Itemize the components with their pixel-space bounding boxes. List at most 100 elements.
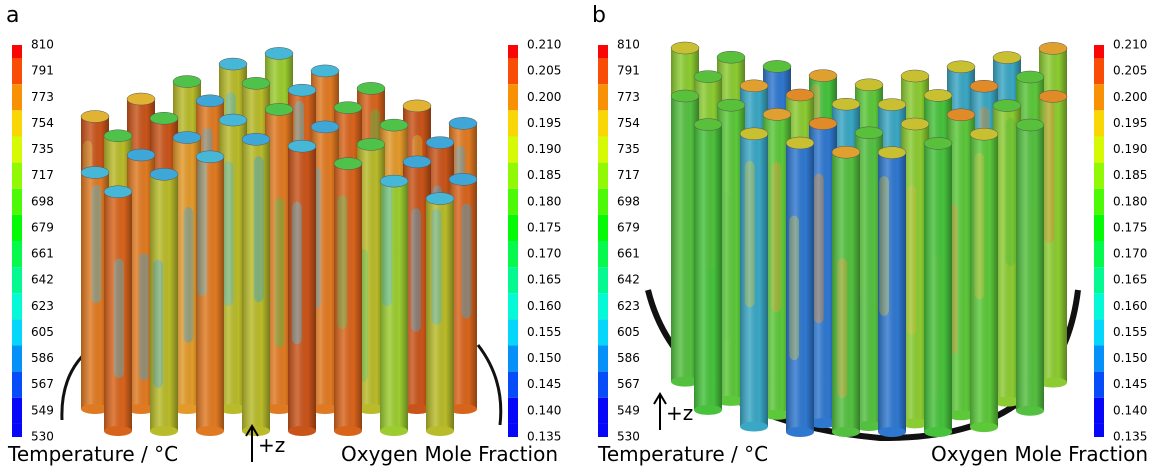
colorbar-band [598, 346, 608, 372]
colorbar-band [1094, 319, 1104, 345]
tube-shade [878, 153, 906, 432]
tick-label: 0.150 [1113, 351, 1147, 365]
colorbar-band [1094, 398, 1104, 424]
tick-label: 0.150 [527, 351, 561, 365]
tube-top [1039, 42, 1067, 54]
tube-top [809, 118, 837, 130]
tube-top [81, 167, 109, 179]
tick-label: 661 [31, 247, 54, 261]
colorbar-band [598, 293, 608, 319]
tick-label: 0.170 [1113, 247, 1147, 261]
tube-top [671, 42, 699, 54]
tube [334, 158, 362, 436]
tick-label: 642 [31, 273, 54, 287]
tick-label: 0.160 [1113, 299, 1147, 313]
tube-top [449, 117, 477, 129]
colorbar-band [1094, 189, 1104, 215]
tube-top [970, 80, 998, 92]
colorbar-band [598, 110, 608, 136]
tube-top [449, 173, 477, 185]
tube-bottom [878, 427, 906, 437]
tube-top [671, 90, 699, 102]
tube-top [924, 89, 952, 101]
tube-top [740, 80, 768, 92]
colorbar-band [508, 319, 518, 345]
tick-label: 754 [617, 116, 640, 130]
tube-top [855, 79, 883, 91]
colorbar-band [598, 189, 608, 215]
tube-top [265, 47, 293, 59]
tube [150, 168, 178, 436]
tube-top [104, 186, 132, 198]
tick-label: 0.195 [527, 116, 561, 130]
tube-top [380, 119, 408, 131]
tube-top [740, 128, 768, 140]
tick-label: 0.145 [1113, 377, 1147, 391]
colorbar-band [12, 267, 22, 293]
colorbar-band [1094, 163, 1104, 189]
tick-label: 0.210 [1113, 38, 1147, 52]
colorbar-band [12, 136, 22, 162]
colorbar-band [1094, 58, 1104, 84]
tick-label: 0.195 [1113, 116, 1147, 130]
tube-top [832, 98, 860, 110]
colorbar-band [508, 293, 518, 319]
colorbar-band [508, 372, 518, 398]
colorbar-band [508, 267, 518, 293]
colorbar-band [598, 424, 608, 437]
tube-top [242, 133, 270, 145]
tube-top [173, 132, 201, 144]
tube-shade [288, 146, 316, 431]
colorbar-band [508, 398, 518, 424]
colorbar-band [598, 84, 608, 110]
colorbar-band [1094, 215, 1104, 241]
scale-title: Oxygen Mole Fraction [931, 442, 1148, 466]
tick-label: 586 [617, 351, 640, 365]
tube-top [311, 121, 339, 133]
tube-top [127, 93, 155, 105]
tube-top [288, 140, 316, 152]
tube-top [81, 111, 109, 123]
tick-label: 0.165 [1113, 273, 1147, 287]
tick-label: 0.205 [1113, 64, 1147, 78]
tick-label: 0.140 [527, 403, 561, 417]
tube [878, 147, 906, 437]
colorbar-band [1094, 241, 1104, 267]
tube-bottom [832, 427, 860, 437]
tube-shade [786, 143, 814, 432]
tube-top [288, 84, 316, 96]
tick-label: 642 [617, 273, 640, 287]
tube-top [426, 137, 454, 149]
tube-bottom [288, 426, 316, 436]
panel-label: b [592, 3, 606, 28]
colorbar-band [598, 319, 608, 345]
tube [832, 146, 860, 437]
tube-bottom [104, 426, 132, 436]
tube-top [426, 193, 454, 205]
tube-shade [924, 143, 952, 432]
tube-shade [426, 199, 454, 431]
colorbar-band [1094, 84, 1104, 110]
colorbar-band [508, 241, 518, 267]
tube-top [947, 61, 975, 73]
tick-label: 810 [617, 38, 640, 52]
tube [426, 193, 454, 436]
tick-label: 0.170 [527, 247, 561, 261]
tube-top [809, 70, 837, 82]
tube-top [786, 89, 814, 101]
tube-top [993, 52, 1021, 64]
tick-label: 773 [31, 90, 54, 104]
tick-label: 567 [617, 377, 640, 391]
colorbar-band [598, 163, 608, 189]
tube-bottom [426, 426, 454, 436]
tube-bottom [970, 422, 998, 432]
tube-shade [242, 139, 270, 431]
colorbar-band [598, 267, 608, 293]
colorbar-band [508, 346, 518, 372]
colorbar-band [508, 136, 518, 162]
colorbar-band [508, 58, 518, 84]
colorbar-band [12, 189, 22, 215]
tick-label: 0.160 [527, 299, 561, 313]
tick-label: 586 [31, 351, 54, 365]
tube-top [993, 100, 1021, 112]
